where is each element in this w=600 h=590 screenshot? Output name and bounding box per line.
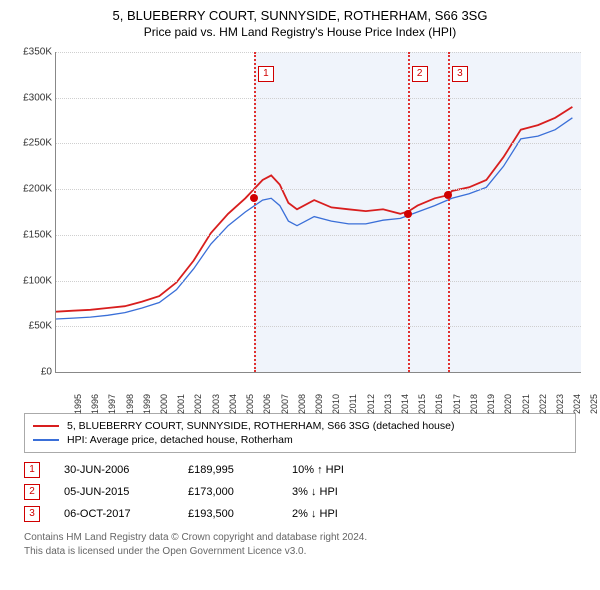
grid-line: [56, 235, 581, 236]
event-diff: 3% ↓ HPI: [292, 486, 412, 498]
x-tick-label: 2020: [503, 394, 513, 424]
x-tick-label: 2021: [521, 394, 531, 424]
event-row: 2 05-JUN-2015 £173,000 3% ↓ HPI: [24, 481, 576, 503]
x-tick-label: 1998: [125, 394, 135, 424]
legend-row: HPI: Average price, detached house, Roth…: [33, 433, 567, 447]
event-badge: 1: [258, 66, 274, 82]
x-tick-label: 2022: [538, 394, 548, 424]
x-tick-label: 1997: [107, 394, 117, 424]
plot: 1 2 3: [55, 52, 581, 373]
x-tick-label: 2000: [159, 394, 169, 424]
x-tick-label: 1996: [90, 394, 100, 424]
x-tick-label: 1995: [73, 394, 83, 424]
x-tick-label: 2003: [211, 394, 221, 424]
titles: 5, BLUEBERRY COURT, SUNNYSIDE, ROTHERHAM…: [0, 0, 600, 47]
grid-line: [56, 143, 581, 144]
footer: Contains HM Land Registry data © Crown c…: [24, 531, 576, 558]
footer-line1: Contains HM Land Registry data © Crown c…: [24, 531, 576, 545]
event-dot: [444, 191, 452, 199]
x-tick-label: 1999: [142, 394, 152, 424]
y-tick-label: £50K: [10, 321, 52, 332]
grid-line: [56, 189, 581, 190]
x-tick-label: 2017: [452, 394, 462, 424]
x-tick-label: 2011: [348, 394, 358, 424]
event-row: 3 06-OCT-2017 £193,500 2% ↓ HPI: [24, 503, 576, 525]
y-tick-label: £250K: [10, 138, 52, 149]
figure-root: 5, BLUEBERRY COURT, SUNNYSIDE, ROTHERHAM…: [0, 0, 600, 558]
legend-swatch: [33, 425, 59, 427]
grid-line: [56, 281, 581, 282]
event-date: 06-OCT-2017: [64, 508, 164, 520]
title-address: 5, BLUEBERRY COURT, SUNNYSIDE, ROTHERHAM…: [10, 8, 590, 23]
y-tick-label: £300K: [10, 92, 52, 103]
event-price: £189,995: [188, 464, 268, 476]
event-diff: 2% ↓ HPI: [292, 508, 412, 520]
x-tick-label: 2004: [228, 394, 238, 424]
x-tick-label: 2013: [383, 394, 393, 424]
chart-area: 1 2 3 £0 £50K £100K £150K £200K £250K £300K £350K…: [10, 47, 590, 407]
footer-line2: This data is licensed under the Open Gov…: [24, 545, 576, 559]
event-badge: 3: [452, 66, 468, 82]
event-price: £173,000: [188, 486, 268, 498]
x-tick-label: 2014: [400, 394, 410, 424]
event-price: £193,500: [188, 508, 268, 520]
grid-line: [56, 52, 581, 53]
event-row-badge: 3: [24, 506, 40, 522]
y-tick-label: £100K: [10, 275, 52, 286]
x-tick-label: 2001: [176, 394, 186, 424]
x-tick-label: 2018: [469, 394, 479, 424]
event-row: 1 30-JUN-2006 £189,995 10% ↑ HPI: [24, 459, 576, 481]
y-tick-label: £150K: [10, 229, 52, 240]
x-tick-label: 2007: [280, 394, 290, 424]
x-tick-label: 2006: [262, 394, 272, 424]
x-tick-label: 2023: [555, 394, 565, 424]
event-row-badge: 2: [24, 484, 40, 500]
x-tick-label: 2009: [314, 394, 324, 424]
x-tick-label: 2025: [589, 394, 599, 424]
x-tick-label: 2010: [331, 394, 341, 424]
event-date: 05-JUN-2015: [64, 486, 164, 498]
event-badge: 2: [412, 66, 428, 82]
event-line: [448, 52, 450, 372]
event-row-badge: 1: [24, 462, 40, 478]
event-dot: [404, 210, 412, 218]
event-date: 30-JUN-2006: [64, 464, 164, 476]
series-hpi: [56, 118, 572, 319]
x-tick-label: 2016: [434, 394, 444, 424]
series-svg: [56, 52, 581, 372]
event-table: 1 30-JUN-2006 £189,995 10% ↑ HPI 2 05-JUN-201…: [24, 459, 576, 525]
event-dot: [250, 194, 258, 202]
x-tick-label: 2015: [417, 394, 427, 424]
y-tick-label: £350K: [10, 47, 52, 58]
x-tick-label: 2002: [193, 394, 203, 424]
x-tick-label: 2005: [245, 394, 255, 424]
legend-swatch: [33, 439, 59, 441]
x-tick-label: 2019: [486, 394, 496, 424]
x-tick-label: 2008: [297, 394, 307, 424]
y-tick-label: £200K: [10, 184, 52, 195]
event-line: [254, 52, 256, 372]
grid-line: [56, 98, 581, 99]
legend-label: HPI: Average price, detached house, Roth…: [67, 434, 293, 446]
grid-line: [56, 326, 581, 327]
x-tick-label: 2012: [366, 394, 376, 424]
event-diff: 10% ↑ HPI: [292, 464, 412, 476]
title-sub: Price paid vs. HM Land Registry's House …: [10, 25, 590, 39]
x-tick-label: 2024: [572, 394, 582, 424]
y-tick-label: £0: [10, 367, 52, 378]
